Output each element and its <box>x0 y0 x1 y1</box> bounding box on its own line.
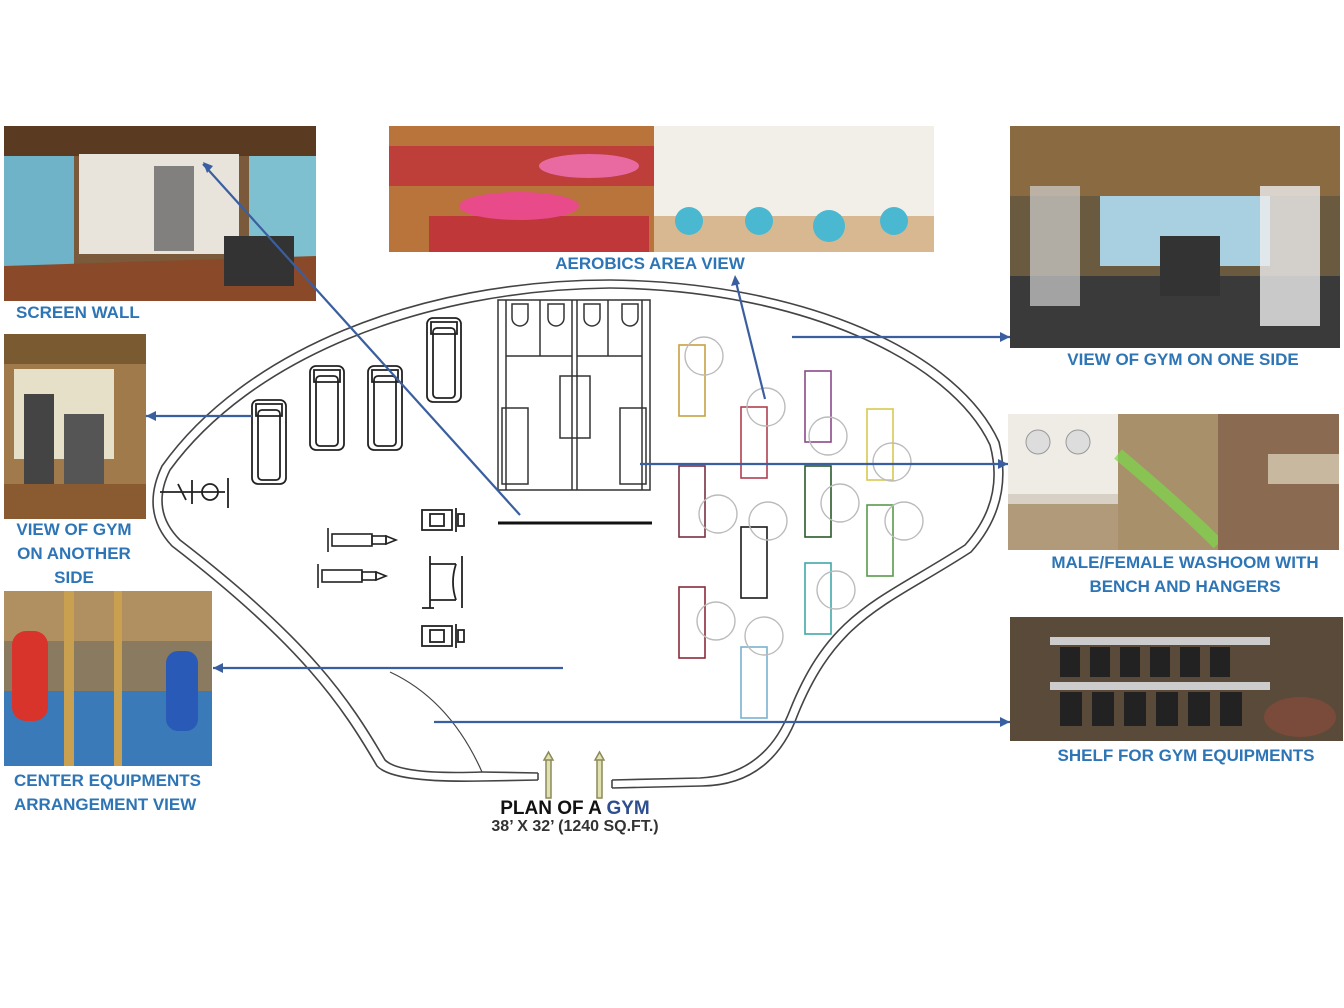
mat <box>804 465 832 538</box>
mat <box>678 344 706 417</box>
washroom-photo <box>1008 414 1339 550</box>
label-washroom: MALE/FEMALE WASHOOM WITH BENCH AND HANGE… <box>1051 553 1319 596</box>
exercise-balls <box>684 336 924 656</box>
label-shelf: SHELF FOR GYM EQUIPMENTS <box>1057 746 1315 765</box>
plan-title-prefix: PLAN OF A <box>500 798 602 819</box>
washroom-block <box>497 299 651 491</box>
label-screen-wall: SCREEN WALL <box>16 303 140 322</box>
shelf-photo <box>1010 617 1343 741</box>
door-swing <box>389 671 483 773</box>
view-another-side-photo <box>4 334 146 519</box>
inner-wall <box>152 279 1004 789</box>
benches <box>317 528 399 588</box>
mat <box>804 562 832 635</box>
aerobics-photo <box>389 126 934 252</box>
label-aerobics: AEROBICS AREA VIEW <box>555 254 745 273</box>
entrance-arrows <box>542 750 606 799</box>
treadmills <box>251 317 462 485</box>
leader-lines <box>146 163 1010 724</box>
leader-screen-wall <box>202 163 521 516</box>
label-view-one-side: VIEW OF GYM ON ONE SIDE <box>1067 350 1299 369</box>
label-center-equipments: CENTER EQUIPMENTS ARRANGEMENT VIEW <box>14 771 202 814</box>
center-equipments-photo <box>4 591 212 766</box>
mat <box>866 504 894 577</box>
weight-machines <box>421 508 465 648</box>
aerobics-mats <box>678 344 894 719</box>
screen-wall-photo <box>4 126 316 301</box>
plan-title-accent: GYM <box>606 798 650 819</box>
mat <box>740 646 768 719</box>
mat <box>804 370 832 443</box>
view-one-side-photo <box>1010 126 1340 348</box>
mat <box>678 586 706 659</box>
label-view-another-side: VIEW OF GYM ON ANOTHER SIDE <box>16 520 132 587</box>
mat <box>866 408 894 481</box>
cable-machine <box>160 478 229 508</box>
plan-dimensions: 38’ X 32’ (1240 SQ.FT.) <box>491 818 659 835</box>
outer-wall <box>161 287 995 781</box>
mat <box>740 526 768 599</box>
mat <box>678 465 706 538</box>
mat <box>740 406 768 479</box>
leader-aerobics <box>733 277 767 400</box>
plan-title: PLAN OF A GYM <box>440 798 710 820</box>
